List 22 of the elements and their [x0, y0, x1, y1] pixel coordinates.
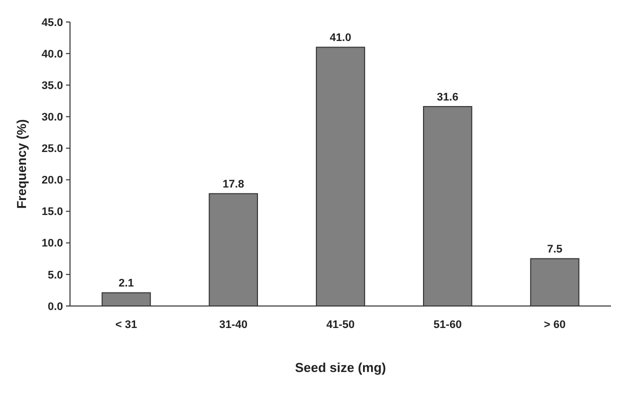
data-label: 17.8: [222, 178, 244, 191]
x-tick-label: 51-60: [434, 319, 462, 331]
y-tick-label: 30.0: [42, 112, 63, 124]
data-label: 41.0: [330, 32, 352, 44]
y-tick-label: 5.0: [48, 269, 63, 282]
x-tick-label: < 31: [115, 319, 138, 331]
x-axis-title: Seed size (mg): [294, 360, 386, 375]
y-tick-label: 0.0: [48, 300, 63, 313]
data-label: 7.5: [547, 244, 562, 256]
y-tick-label: 40.0: [42, 48, 63, 60]
y-tick-label: 35.0: [42, 80, 63, 92]
y-tick-label: 15.0: [42, 206, 63, 218]
y-axis-title: Frequency (%): [14, 119, 29, 209]
x-tick-label: 41-50: [326, 319, 355, 331]
y-tick-label: 20.0: [42, 174, 63, 187]
data-label: 31.6: [436, 92, 458, 104]
y-tick-label: 45.0: [42, 16, 63, 29]
x-tick-label: 31-40: [219, 319, 248, 331]
x-tick-label: > 60: [544, 319, 566, 331]
y-tick-label: 10.0: [42, 238, 63, 250]
data-label: 2.1: [118, 278, 134, 290]
y-tick-label: 25.0: [42, 143, 63, 156]
